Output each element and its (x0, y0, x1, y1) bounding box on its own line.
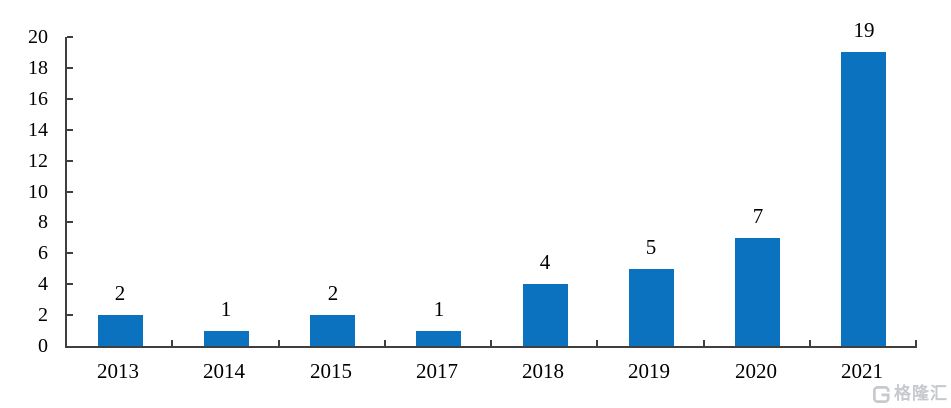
x-axis-tick-label: 2014 (203, 359, 245, 383)
y-axis-tick (67, 252, 73, 255)
plot-area: 2 1 2 1 4 5 7 19 (65, 19, 917, 348)
x-axis-tick (915, 340, 917, 346)
x-axis-tick-label: 2018 (522, 359, 564, 383)
x-axis-tick (596, 340, 598, 346)
bar (629, 269, 674, 346)
x-axis-tick-label: 2013 (97, 359, 139, 383)
x-axis-tick-label: 2015 (310, 359, 352, 383)
y-axis-tick-label: 0 (38, 335, 48, 357)
y-axis-tick-label: 12 (28, 149, 48, 172)
y-axis-tick (67, 221, 73, 224)
x-axis-tick (384, 340, 386, 346)
y-axis-tick (67, 159, 73, 162)
y-axis-tick-label: 14 (28, 118, 48, 141)
y-axis-tick (67, 314, 73, 317)
bar-data-label: 19 (853, 18, 875, 42)
bar (98, 315, 143, 346)
x-axis-tick-label: 2017 (416, 359, 458, 383)
y-axis-tick-label: 16 (28, 87, 48, 110)
x-axis-tick (809, 340, 811, 346)
bar-data-label: 5 (645, 235, 657, 259)
bar-data-label: 1 (220, 297, 232, 321)
y-axis-tick (67, 190, 73, 193)
x-axis-tick-label: 2019 (628, 359, 670, 383)
x-axis-tick (490, 340, 492, 346)
bar-data-label: 2 (114, 281, 126, 305)
bar-data-label: 2 (327, 281, 339, 305)
bar (310, 315, 355, 346)
y-axis-tick (67, 128, 73, 131)
x-axis-tick (171, 340, 173, 346)
y-axis-tick-label: 2 (38, 304, 48, 327)
y-axis-tick (67, 66, 73, 69)
y-axis-tick (67, 97, 73, 100)
y-axis-tick-label: 10 (28, 180, 48, 203)
y-axis-tick-label: 6 (38, 242, 48, 265)
y-axis-tick-label: 18 (28, 56, 48, 79)
watermark-text: 格隆汇 (894, 384, 948, 403)
bar (523, 284, 568, 346)
x-axis-tick-label: 2020 (735, 359, 777, 383)
bar (735, 238, 780, 346)
gelonghui-g-logo-icon (872, 385, 891, 404)
x-axis-tick-label: 2021 (841, 359, 883, 383)
y-axis-tick-label: 20 (28, 26, 48, 48)
x-axis-tick (278, 340, 280, 346)
y-axis-tick-label: 4 (38, 273, 48, 296)
bar-data-label: 1 (433, 297, 445, 321)
gelonghui-watermark: 格隆汇 (872, 384, 948, 404)
bar-data-label: 4 (539, 250, 551, 274)
bar (204, 331, 249, 346)
bar (416, 331, 461, 346)
y-axis-tick-label: 8 (38, 211, 48, 234)
y-axis-tick (67, 36, 73, 38)
y-axis-tick (67, 283, 73, 286)
x-axis-tick (703, 340, 705, 346)
bar (841, 52, 886, 346)
bar-data-label: 7 (752, 204, 764, 228)
